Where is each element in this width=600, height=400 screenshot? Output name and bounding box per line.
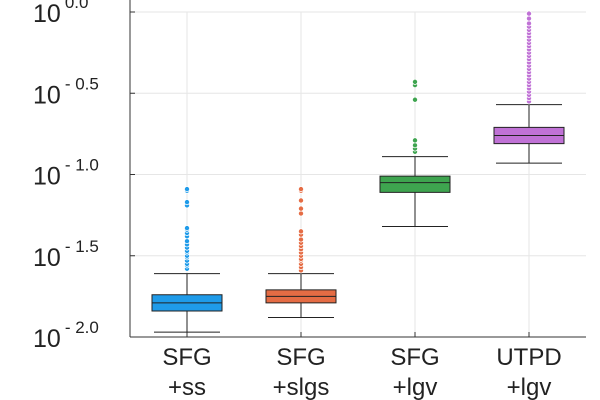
outlier-point-0-18 (183, 186, 190, 193)
y-tick-exponent: - 1.5 (65, 237, 99, 256)
outlier-point-3-26 (526, 10, 533, 17)
box-2 (379, 78, 451, 227)
outlier-point-2-2 (411, 142, 418, 149)
x-tick-label-line2-1: +slgs (273, 374, 330, 400)
x-tick-label-line2-3: +lgv (507, 374, 552, 400)
y-tick-labels: 10- 2.010- 1.510- 1.010- 0.510 0.0 (33, 0, 99, 353)
y-tick-exponent: - 2.0 (65, 318, 99, 337)
x-tick-label-line2-2: +lgv (393, 374, 438, 400)
grid-lines (130, 11, 586, 338)
box-0 (151, 186, 223, 333)
outlier-point-0-16 (183, 199, 190, 206)
outlier-point-0-14 (183, 225, 190, 232)
y-tick-exponent: - 1.0 (65, 156, 99, 175)
y-tick-label-4: 10 0.0 (33, 0, 88, 28)
box-1 (265, 186, 337, 318)
x-tick-label-line1-1: SFG (276, 344, 325, 371)
outlier-point-0-10 (183, 238, 190, 245)
y-tick-base: 10 (33, 163, 61, 191)
x-tick-labels: SFG +ss SFG +slgs SFG +lgv UTPD +lgv (162, 344, 561, 400)
outlier-point-2-4 (411, 96, 418, 103)
outlier-point-3-24 (526, 20, 533, 27)
outlier-point-1-15 (297, 197, 304, 204)
y-tick-label-1: 10- 1.5 (33, 237, 99, 272)
y-tick-base: 10 (33, 81, 61, 109)
y-tick-label-2: 10- 1.0 (33, 156, 99, 191)
outlier-point-1-12 (297, 228, 304, 235)
outlier-point-1-17 (297, 186, 304, 193)
box-series (151, 10, 565, 333)
outlier-point-2-6 (411, 78, 418, 85)
x-tick-label-line1-0: SFG (162, 344, 211, 371)
outlier-point-3-25 (526, 15, 533, 22)
box-body-2 (379, 175, 451, 193)
axes (129, 0, 586, 338)
x-tick-label-line1-2: SFG (390, 344, 439, 371)
outlier-point-1-13 (297, 210, 304, 217)
y-tick-base: 10 (33, 325, 61, 353)
y-tick-base: 10 (33, 244, 61, 272)
y-tick-exponent: 0.0 (65, 0, 89, 12)
x-tick-label-line2-0: +ss (168, 374, 206, 400)
y-tick-exponent: - 0.5 (65, 74, 99, 93)
outlier-point-1-10 (297, 236, 304, 243)
outlier-point-2-3 (411, 137, 418, 144)
y-tick-base: 10 (33, 0, 61, 28)
x-tick-label-line1-3: UTPD (496, 344, 561, 371)
y-tick-label-3: 10- 0.5 (33, 74, 99, 109)
outlier-point-1-14 (297, 205, 304, 212)
y-tick-label-0: 10- 2.0 (33, 318, 99, 353)
box-3 (493, 10, 565, 164)
